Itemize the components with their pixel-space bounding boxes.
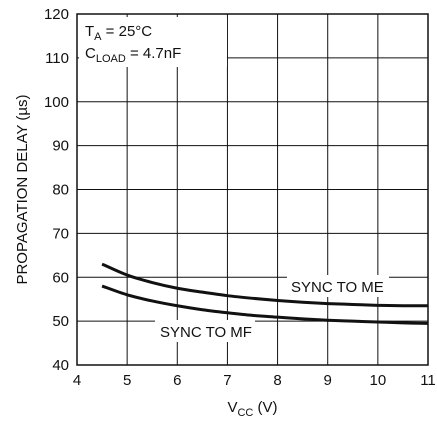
conditions-background (79, 17, 227, 67)
y-tick-label: 70 (52, 225, 69, 242)
x-tick-label: 7 (223, 372, 231, 389)
y-tick-label: 60 (52, 269, 69, 286)
x-tick-label: 11 (420, 372, 436, 389)
y-tick-label: 80 (52, 182, 69, 199)
series-group (101, 262, 429, 325)
x-tick-label: 4 (73, 372, 81, 389)
y-axis-title: PROPAGATION DELAY (µs) (14, 94, 31, 284)
series-line-sync-to-mf (101, 284, 429, 325)
grid-lines (77, 14, 428, 365)
series-label-sync-to-me: SYNC TO ME (291, 279, 384, 296)
y-tick-label: 100 (44, 94, 69, 111)
y-tick-label: 110 (45, 50, 69, 67)
y-tick-label: 40 (52, 357, 69, 374)
x-tick-label: 8 (273, 372, 281, 389)
y-tick-label: 120 (44, 6, 69, 23)
x-tick-label: 5 (123, 372, 131, 389)
plot-frame (76, 13, 429, 366)
condition-temperature: TA = 25°C (85, 23, 152, 43)
x-tick-label: 9 (324, 372, 332, 389)
series-label-background-mf (155, 320, 255, 342)
y-tick-label: 50 (52, 313, 69, 330)
x-tick-label: 6 (173, 372, 181, 389)
tick-labels: 4 5 6 7 8 9 10 11 40 50 60 70 80 90 100 110 120 (44, 6, 436, 389)
series-label-sync-to-mf: SYNC TO MF (160, 324, 252, 341)
condition-load-capacitance: CLOAD = 4.7nF (85, 45, 181, 65)
x-axis-title: VCC (V) (227, 399, 277, 419)
series-line-sync-to-me (101, 262, 429, 308)
x-tick-label: 10 (370, 372, 387, 389)
series-label-background-me (287, 275, 389, 297)
y-tick-label: 90 (52, 138, 69, 155)
